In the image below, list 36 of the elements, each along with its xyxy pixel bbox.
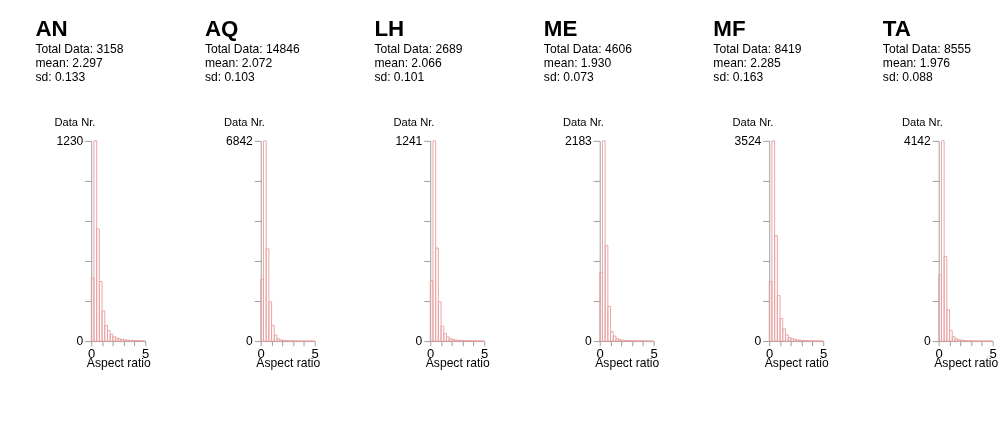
chart-title: TA	[882, 15, 911, 41]
chart-title: ME	[543, 15, 578, 41]
y-axis-title: Data Nr.	[54, 115, 96, 128]
text: Total Data: 8419	[713, 42, 802, 57]
y-axis-title: Data Nr.	[901, 115, 943, 128]
chart-title: AQ	[204, 15, 239, 41]
text: mean: 2.285	[713, 56, 781, 71]
text: sd: 0.163	[713, 70, 764, 85]
y-axis-title: Data Nr.	[223, 115, 265, 128]
chart-title: MF	[713, 15, 746, 41]
text: sd: 0.073	[543, 70, 594, 85]
text: sd: 0.101	[374, 70, 425, 85]
text: sd: 0.133	[35, 70, 86, 85]
chart-title: LH	[374, 15, 405, 41]
y-axis-title: Data Nr.	[732, 115, 774, 128]
y-tick-label: 3524	[734, 134, 762, 149]
y-axis-title: Data Nr.	[562, 115, 604, 128]
chart-title: AN	[35, 15, 68, 41]
text: mean: 2.066	[374, 56, 442, 71]
text: mean: 2.072	[204, 56, 273, 71]
text: sd: 0.103	[204, 70, 255, 85]
text: mean: 1.976	[882, 56, 951, 71]
text: sd: 0.088	[882, 70, 933, 85]
y-tick-label: 2183	[564, 134, 593, 149]
text: Total Data: 8555	[882, 42, 972, 57]
text: Total Data: 14846	[204, 42, 300, 57]
text: mean: 1.930	[543, 56, 612, 71]
y-tick-label: 1230	[56, 134, 84, 149]
text: Total Data: 3158	[35, 42, 124, 57]
y-tick-label: 6842	[225, 134, 254, 149]
y-tick-label: 1241	[395, 134, 423, 149]
text: mean: 2.297	[35, 56, 103, 71]
y-axis-title: Data Nr.	[393, 115, 435, 128]
text: Total Data: 2689	[374, 42, 463, 57]
text: Total Data: 4606	[543, 42, 633, 57]
y-tick-label: 4142	[903, 134, 932, 149]
